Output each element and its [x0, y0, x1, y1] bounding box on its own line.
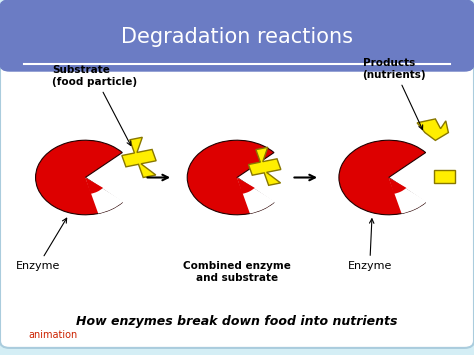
Wedge shape [339, 140, 426, 215]
Wedge shape [85, 178, 103, 194]
Wedge shape [237, 178, 275, 213]
Text: Substrate
(food particle): Substrate (food particle) [52, 65, 137, 146]
Wedge shape [389, 178, 427, 213]
Polygon shape [122, 137, 156, 178]
Wedge shape [389, 178, 406, 194]
Text: Products
(nutrients): Products (nutrients) [363, 58, 426, 130]
Wedge shape [237, 178, 255, 194]
Polygon shape [248, 147, 281, 185]
Polygon shape [434, 170, 455, 183]
Wedge shape [187, 140, 274, 215]
Polygon shape [417, 119, 448, 140]
Wedge shape [85, 178, 123, 213]
Text: Combined enzyme
and substrate: Combined enzyme and substrate [183, 261, 291, 283]
FancyBboxPatch shape [0, 57, 474, 348]
Text: animation: animation [28, 331, 78, 340]
Text: How enzymes break down food into nutrients: How enzymes break down food into nutrien… [76, 315, 398, 328]
Wedge shape [36, 140, 122, 215]
Text: Degradation reactions: Degradation reactions [121, 27, 353, 47]
FancyBboxPatch shape [0, 0, 474, 71]
Text: Enzyme: Enzyme [16, 218, 67, 271]
Text: Enzyme: Enzyme [347, 219, 392, 271]
